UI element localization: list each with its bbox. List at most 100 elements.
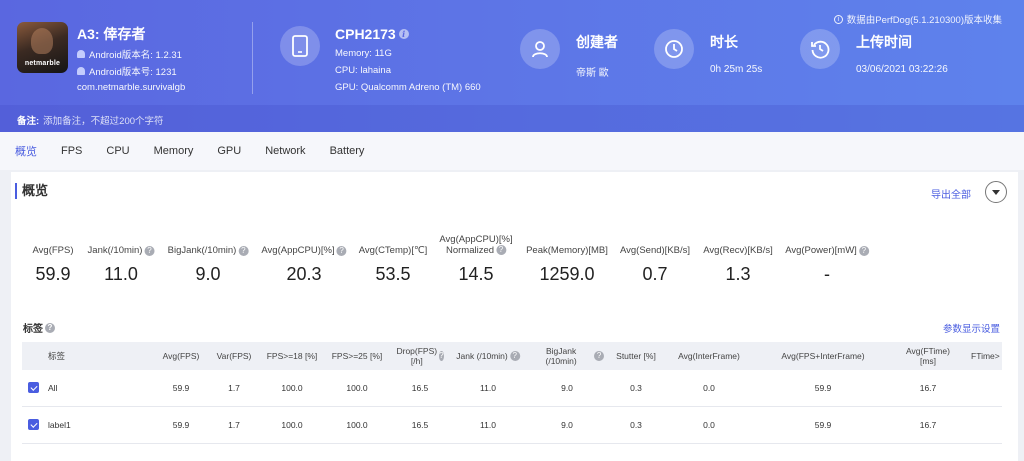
table-cell: 9.0: [561, 383, 573, 393]
row-checkbox[interactable]: [28, 419, 39, 430]
help-icon[interactable]: ?: [594, 351, 604, 361]
table-cell: 16.5: [411, 383, 429, 393]
device-name: CPH2173: [335, 26, 396, 42]
user-icon: [520, 29, 560, 69]
column-header[interactable]: Avg(FPS): [162, 351, 200, 361]
collapse-button[interactable]: [985, 181, 1007, 203]
metric-label-line1: Avg(AppCPU)[%]: [439, 234, 513, 245]
android-version-code: Android版本号: 1231: [89, 67, 177, 78]
column-header[interactable]: BigJank (/10min)?: [530, 342, 604, 370]
row-label: label1: [48, 420, 71, 430]
tab-memory[interactable]: Memory: [153, 145, 194, 157]
help-icon[interactable]: ?: [439, 351, 444, 361]
device-info-icon[interactable]: i: [398, 29, 409, 39]
device-gpu: GPU: Qualcomm Adreno (TM) 660: [335, 82, 481, 93]
tab-gpu[interactable]: GPU: [217, 145, 242, 157]
column-header[interactable]: Drop(FPS) [/h]?: [396, 346, 444, 366]
column-header[interactable]: FTime>: [971, 351, 1000, 361]
labels-title: 标签: [23, 324, 43, 335]
metric-peak-memory: Peak(Memory)[MB] 1259.0: [526, 232, 608, 285]
app-icon: netmarble: [17, 22, 68, 73]
metric-avg-fps: Avg(FPS) 59.9: [32, 232, 73, 285]
metric-avg-recv: Avg(Recv)[KB/s] 1.3: [703, 232, 773, 285]
table-cell: 0.0: [703, 383, 715, 393]
device-cpu: CPU: lahaina: [335, 65, 391, 76]
param-display-settings-button[interactable]: 参数显示设置: [942, 324, 1000, 335]
table-cell: 16.7: [919, 420, 937, 430]
column-header[interactable]: Jank (/10min)?: [456, 342, 520, 370]
labels-table: 标签 Avg(FPS) Var(FPS) FPS>=18 [%] FPS>=25…: [22, 342, 1002, 444]
history-icon: [800, 29, 840, 69]
table-cell: 11.0: [480, 383, 496, 393]
tab-overview[interactable]: 概览: [15, 146, 37, 158]
tab-fps[interactable]: FPS: [61, 145, 83, 157]
metric-avg-send: Avg(Send)[KB/s] 0.7: [620, 232, 690, 285]
column-header[interactable]: Var(FPS): [216, 351, 252, 361]
chevron-down-icon: [992, 189, 1000, 195]
metric-value: 1259.0: [539, 264, 595, 284]
metric-avg-appcpu: Avg(AppCPU)[%]? 20.3: [261, 232, 347, 285]
overview-title: 概览: [15, 183, 48, 199]
help-icon[interactable]: ?: [509, 351, 520, 361]
table-cell: 0.3: [630, 420, 642, 430]
metric-label: Peak(Memory)[MB]: [526, 245, 608, 256]
metric-label: BigJank(/10min): [167, 245, 237, 256]
metric-value: 14.5: [458, 264, 494, 284]
app-package: com.netmarble.survivalgb: [77, 82, 186, 93]
metric-label: Avg(FPS): [32, 245, 74, 256]
column-header[interactable]: FPS>=18 [%]: [266, 351, 318, 361]
remark-input[interactable]: 添加备注，不超过200个字符: [43, 116, 164, 127]
help-icon[interactable]: ?: [45, 322, 55, 333]
table-cell: 100.0: [281, 383, 303, 393]
table-cell: 0.0: [703, 420, 715, 430]
labels-panel: 标签? 参数显示设置 标签 Avg(FPS) Var(FPS) FPS>=18 …: [11, 312, 1018, 461]
metric-value: 11.0: [104, 264, 138, 284]
app-icon-figure: [31, 28, 53, 54]
table-cell: 11.0: [480, 420, 496, 430]
column-header[interactable]: FPS>=25 [%]: [331, 351, 383, 361]
android-version-name: Android版本名: 1.2.31: [89, 50, 182, 61]
help-icon[interactable]: ?: [144, 246, 155, 256]
column-header[interactable]: Stutter [%]: [616, 351, 656, 361]
android-icon: [77, 50, 85, 58]
column-header[interactable]: Avg(InterFrame): [678, 351, 740, 361]
metric-label: Avg(Recv)[KB/s]: [703, 245, 773, 256]
table-cell: 100.0: [281, 420, 303, 430]
device-info-block: CPH2173 i Memory: 11G CPU: lahaina GPU: Q…: [280, 26, 481, 93]
export-all-button[interactable]: 导出全部: [931, 190, 971, 201]
table-row: All 59.9 1.7 100.0 100.0 16.5 11.0 9.0 0…: [22, 370, 1002, 407]
info-circle-icon: i: [833, 14, 843, 24]
table-cell: 59.9: [814, 383, 832, 393]
remark-label: 备注:: [17, 116, 40, 127]
table-cell: 1.7: [228, 420, 240, 430]
table-cell: 1.7: [228, 383, 240, 393]
metric-label: Avg(CTemp)[℃]: [358, 245, 428, 256]
tab-network[interactable]: Network: [265, 145, 306, 157]
table-cell: 16.7: [919, 383, 937, 393]
row-checkbox[interactable]: [28, 382, 39, 393]
column-header[interactable]: Avg(FTime) [ms]: [906, 346, 950, 366]
table-cell: 9.0: [561, 420, 573, 430]
upload-title: 上传时间: [856, 34, 912, 50]
help-icon[interactable]: ?: [858, 246, 869, 256]
overview-panel: 概览 导出全部 Avg(FPS) 59.9 Jank(/10min)? 11.0…: [11, 172, 1018, 312]
upload-value: 03/06/2021 03:22:26: [856, 64, 948, 75]
metric-label: Jank(/10min): [87, 245, 143, 256]
metric-label: Avg(AppCPU)[%]: [261, 245, 335, 256]
metric-value: 53.5: [375, 264, 411, 284]
help-icon[interactable]: ?: [336, 246, 347, 256]
table-cell: 100.0: [346, 383, 368, 393]
tab-cpu[interactable]: CPU: [106, 145, 130, 157]
metric-label: Avg(Send)[KB/s]: [619, 245, 691, 256]
metric-avg-appcpu-normalized: Avg(AppCPU)[%] Normalized? 14.5: [439, 232, 512, 285]
table-cell: 59.9: [814, 420, 832, 430]
column-header[interactable]: Avg(FPS+InterFrame): [781, 351, 865, 361]
table-cell: 16.5: [411, 420, 429, 430]
metric-avg-ctemp: Avg(CTemp)[℃] 53.5: [359, 232, 428, 285]
creator-block: 创建者 帝斯 歐: [520, 29, 618, 79]
metric-label-line2: Normalized: [445, 245, 495, 256]
tab-battery[interactable]: Battery: [329, 145, 365, 157]
table-cell: 59.9: [172, 383, 190, 393]
help-icon[interactable]: ?: [496, 245, 507, 256]
help-icon[interactable]: ?: [238, 246, 249, 256]
